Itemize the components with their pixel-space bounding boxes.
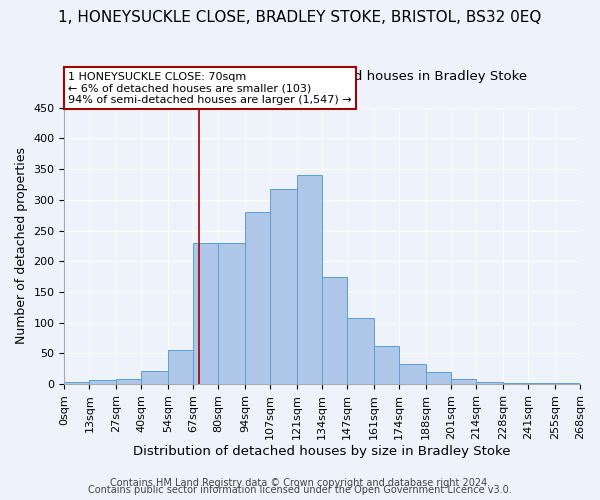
- Bar: [89, 380, 116, 384]
- Bar: [297, 176, 322, 384]
- Text: 1, HONEYSUCKLE CLOSE, BRADLEY STOKE, BRISTOL, BS32 0EQ: 1, HONEYSUCKLE CLOSE, BRADLEY STOKE, BRI…: [58, 10, 542, 25]
- Bar: [503, 383, 528, 384]
- Bar: [116, 379, 142, 384]
- Bar: [374, 346, 399, 384]
- Bar: [476, 382, 503, 384]
- Bar: [426, 372, 451, 384]
- Bar: [64, 382, 89, 384]
- Text: Contains public sector information licensed under the Open Government Licence v3: Contains public sector information licen…: [88, 485, 512, 495]
- Bar: [451, 379, 476, 384]
- Bar: [193, 243, 218, 384]
- Bar: [168, 350, 193, 384]
- Bar: [399, 364, 426, 384]
- Bar: [322, 276, 347, 384]
- Y-axis label: Number of detached properties: Number of detached properties: [15, 148, 28, 344]
- Bar: [218, 243, 245, 384]
- Title: Size of property relative to detached houses in Bradley Stoke: Size of property relative to detached ho…: [117, 70, 527, 83]
- Bar: [347, 318, 374, 384]
- X-axis label: Distribution of detached houses by size in Bradley Stoke: Distribution of detached houses by size …: [133, 444, 511, 458]
- Bar: [245, 212, 270, 384]
- Bar: [270, 190, 297, 384]
- Text: 1 HONEYSUCKLE CLOSE: 70sqm
← 6% of detached houses are smaller (103)
94% of semi: 1 HONEYSUCKLE CLOSE: 70sqm ← 6% of detac…: [68, 72, 352, 104]
- Bar: [142, 370, 168, 384]
- Text: Contains HM Land Registry data © Crown copyright and database right 2024.: Contains HM Land Registry data © Crown c…: [110, 478, 490, 488]
